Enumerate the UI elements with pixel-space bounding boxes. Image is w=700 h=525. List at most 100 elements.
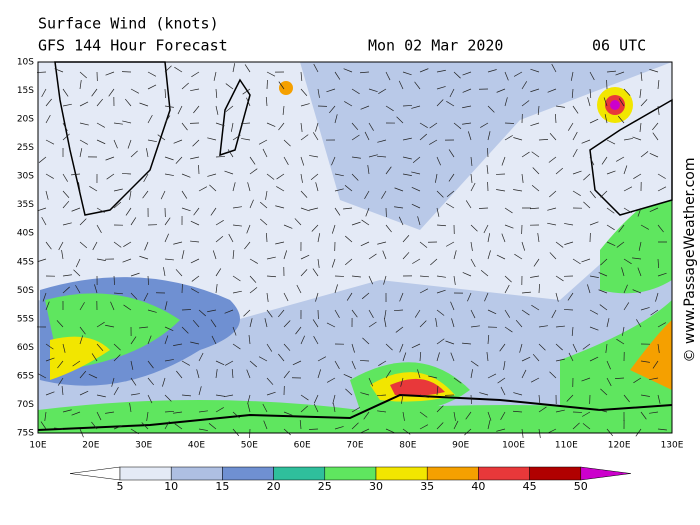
wind-barb bbox=[564, 241, 574, 245]
wind-barb bbox=[450, 352, 455, 362]
wind-barb bbox=[531, 184, 540, 192]
wind-barb bbox=[79, 122, 89, 126]
wind-barb bbox=[164, 394, 172, 402]
wind-barb bbox=[266, 122, 276, 127]
wind-barb bbox=[368, 377, 373, 387]
wind-barb bbox=[147, 335, 152, 345]
wind-barb bbox=[436, 289, 446, 294]
wind-barb bbox=[160, 190, 166, 200]
wind-barb bbox=[419, 352, 422, 362]
wind-barb bbox=[300, 405, 308, 413]
wind-barb bbox=[465, 411, 472, 420]
wind-barb bbox=[294, 218, 302, 226]
wind-barb bbox=[190, 88, 200, 92]
wind-barb bbox=[436, 386, 439, 396]
wind-barb bbox=[483, 224, 489, 234]
wind-barb bbox=[589, 326, 599, 331]
wind-barb bbox=[462, 272, 472, 277]
wind-barb bbox=[244, 241, 251, 250]
wind-barb bbox=[399, 292, 404, 302]
wind-barb bbox=[412, 156, 421, 164]
wind-barb bbox=[283, 292, 289, 302]
wind-barb bbox=[616, 156, 625, 162]
colorbar-box bbox=[426, 466, 479, 481]
wind-barb bbox=[632, 289, 642, 294]
wind-barb bbox=[278, 122, 285, 131]
wind-barb bbox=[315, 182, 319, 192]
latitude-label: 45S bbox=[17, 257, 34, 267]
wind-barb bbox=[141, 422, 149, 430]
wind-barb bbox=[79, 241, 88, 249]
wind-barb bbox=[480, 122, 489, 128]
wind-barb bbox=[500, 411, 506, 421]
wind-barb bbox=[164, 410, 175, 413]
wind-barb bbox=[361, 219, 370, 226]
wind-barb bbox=[589, 221, 599, 226]
credit: © www.PassageWeather.com bbox=[682, 157, 698, 362]
wind-barb bbox=[190, 220, 200, 226]
wind-barb bbox=[334, 188, 344, 192]
latitude-label: 60S bbox=[17, 343, 34, 353]
wind-barb bbox=[395, 326, 404, 333]
wind-barb bbox=[384, 318, 387, 328]
wind-barb bbox=[623, 302, 630, 311]
wind-barb bbox=[652, 122, 659, 131]
wind-barb bbox=[62, 133, 70, 141]
wind-barb bbox=[351, 360, 356, 370]
wind-barb bbox=[228, 233, 234, 243]
wind-barb bbox=[312, 132, 319, 141]
wind-barb bbox=[345, 388, 353, 396]
wind-barb bbox=[96, 207, 105, 213]
wind-barb bbox=[130, 217, 137, 226]
wind-barb bbox=[470, 258, 476, 268]
wind-barb bbox=[351, 173, 359, 181]
wind-barb bbox=[572, 190, 581, 196]
wind-barb bbox=[300, 156, 305, 166]
wind-barb bbox=[62, 103, 72, 107]
wind-barb bbox=[570, 71, 574, 81]
wind-barb bbox=[45, 343, 54, 350]
wind-barb bbox=[275, 241, 285, 245]
wind-barb bbox=[193, 105, 200, 114]
wind-barb bbox=[231, 369, 234, 379]
wind-barb bbox=[147, 71, 157, 77]
wind-barb bbox=[402, 352, 407, 362]
wind-barb bbox=[600, 190, 608, 198]
wind-barb bbox=[571, 88, 574, 98]
wind-barb bbox=[191, 288, 200, 294]
wind-barb bbox=[89, 185, 98, 192]
wind-barb bbox=[262, 148, 268, 158]
wind-barb bbox=[616, 338, 625, 345]
wind-barb bbox=[521, 369, 527, 379]
wind-barb bbox=[224, 360, 234, 366]
wind-barb bbox=[198, 186, 208, 192]
wind-barb bbox=[300, 394, 309, 401]
colorbar-label: 10 bbox=[164, 480, 178, 493]
longitude-label: 40E bbox=[188, 441, 205, 451]
wind-barb bbox=[164, 156, 174, 161]
wind-barb bbox=[232, 206, 242, 209]
wind-barb bbox=[623, 258, 632, 265]
wind-barb bbox=[300, 88, 308, 97]
wind-barb bbox=[360, 241, 370, 247]
wind-barb bbox=[377, 410, 387, 413]
wind-barb bbox=[38, 156, 47, 163]
wind-barb bbox=[479, 392, 489, 396]
wind-barb bbox=[215, 394, 225, 397]
colorbar-label: 40 bbox=[471, 480, 485, 493]
wind-barb bbox=[649, 377, 659, 381]
wind-barb bbox=[385, 71, 391, 81]
wind-barb bbox=[449, 88, 455, 98]
wind-barb bbox=[368, 88, 378, 92]
wind-barb bbox=[402, 235, 410, 243]
wind-barb bbox=[572, 131, 578, 141]
wind-barb bbox=[606, 170, 616, 175]
wind-barb bbox=[470, 241, 473, 251]
wind-barb bbox=[164, 88, 166, 99]
wind-barb bbox=[312, 268, 319, 277]
wind-barb bbox=[504, 224, 514, 229]
wind-barb bbox=[344, 101, 353, 107]
wind-barb bbox=[462, 71, 472, 76]
wind-barb bbox=[363, 411, 370, 420]
wind-barb bbox=[453, 275, 456, 285]
